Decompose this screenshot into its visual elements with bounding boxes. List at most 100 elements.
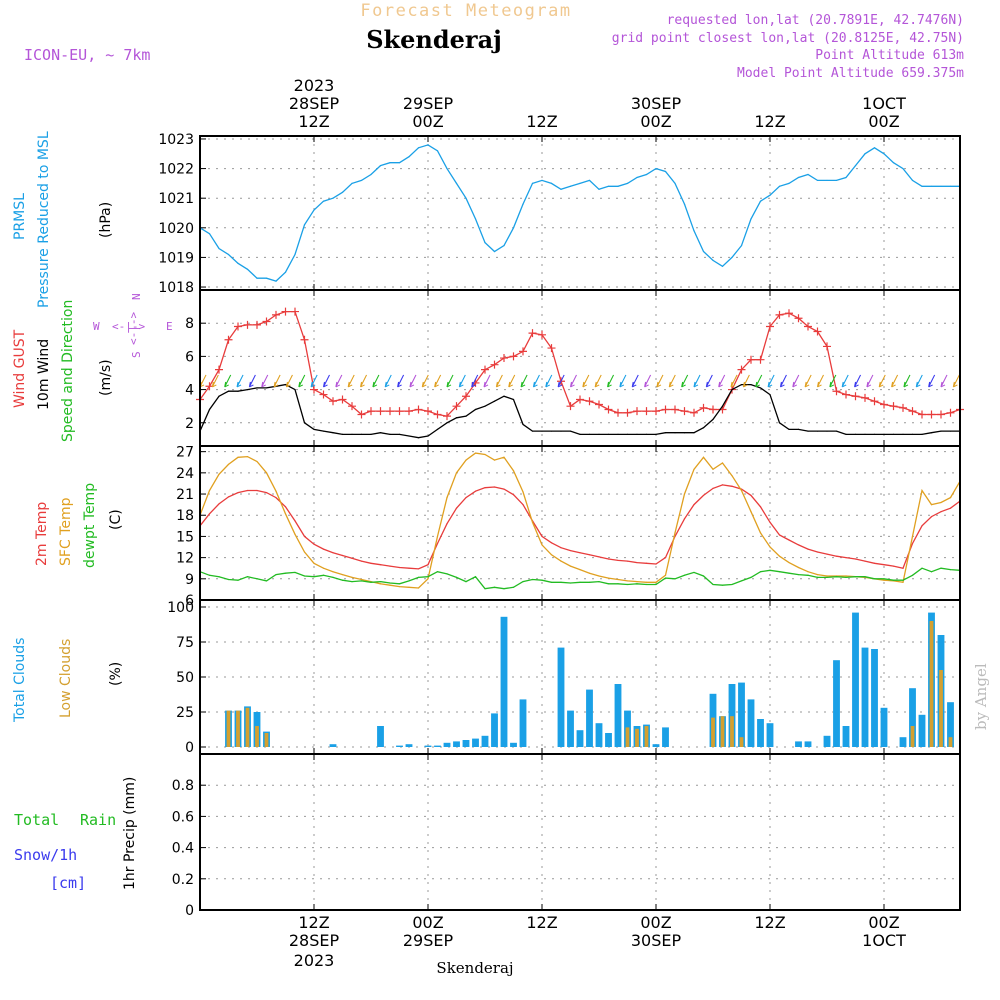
wind-direction-arrow — [224, 374, 232, 388]
sfc-temp-point — [550, 554, 553, 556]
wind-direction-arrow — [693, 374, 701, 388]
sfc-temp-point — [930, 504, 933, 506]
wind-direction-arrow — [557, 374, 565, 388]
dewpt-temp-point — [769, 569, 771, 571]
dewpt-temp-point — [398, 583, 401, 585]
total-clouds-bar — [443, 742, 451, 747]
dewpt-temp-point — [607, 583, 610, 585]
gust-point — [661, 405, 670, 414]
10m-wind-point — [503, 395, 505, 397]
top-axis-label-3: 00Z — [412, 112, 443, 131]
prmsl-point — [265, 277, 268, 279]
dewpt-temp-point — [455, 576, 458, 578]
top-axis-label-2: 30SEP — [631, 94, 682, 113]
info-model-altitude: Model Point Altitude 659.375m — [737, 66, 964, 81]
gust-point — [538, 330, 546, 339]
y-tick-label: 6 — [185, 349, 194, 365]
y-tick-label: 0.4 — [172, 841, 194, 857]
prmsl-point — [617, 185, 619, 187]
y-tick-label: 24 — [176, 466, 194, 482]
gust-point — [490, 360, 499, 369]
10m-wind-point — [370, 433, 372, 435]
sfc-temp-point — [598, 575, 600, 577]
sfc-temp-point — [911, 535, 914, 538]
dewpt-temp-point — [940, 567, 942, 569]
y-tick-label: 0.2 — [172, 872, 194, 888]
wind-direction-arrow — [310, 374, 318, 388]
2m-temp-point — [474, 490, 477, 492]
prmsl-point — [854, 165, 857, 167]
sfc-temp-point — [826, 575, 828, 577]
y-tick-label: 0.8 — [172, 778, 194, 794]
10m-wind-point — [940, 430, 942, 432]
wind-direction-arrow — [248, 374, 256, 388]
prmsl-point — [275, 280, 277, 282]
10m-wind-point — [921, 433, 923, 435]
prmsl-point — [246, 268, 249, 270]
total-clouds-bar — [757, 719, 764, 747]
wind-direction-arrow — [656, 374, 664, 388]
10m-wind-point — [712, 418, 714, 421]
sfc-temp-point — [721, 462, 724, 464]
top-axis-label-2: 28SEP — [289, 94, 340, 113]
y-tick-label: 1018 — [158, 280, 194, 296]
total-clouds-bar — [519, 699, 527, 747]
prmsl-desc-label: Pressure Reduced to MSL — [36, 131, 52, 308]
total-clouds-bar — [396, 745, 403, 747]
dewpt-temp-point — [664, 577, 667, 579]
y-tick-label: 12 — [176, 551, 194, 567]
2m-temp-point — [237, 492, 239, 494]
dewpt-temp-point — [626, 583, 629, 586]
sfc-temp-point — [408, 586, 410, 588]
10m-wind-point — [930, 432, 933, 434]
wind-direction-arrow — [804, 374, 812, 388]
2m-temp-point — [702, 494, 705, 497]
10m-wind-point — [731, 388, 733, 391]
wind-direction-arrow — [347, 374, 355, 388]
10m-wind-point — [389, 433, 391, 435]
wind-direction-arrow — [792, 374, 800, 388]
2m-temp-point — [550, 542, 553, 544]
2m-temp-point — [750, 494, 752, 497]
gust-point — [804, 322, 812, 331]
gust-label: Wind GUST — [12, 329, 28, 408]
wind-direction-arrow — [928, 374, 936, 388]
sfc-temp-point — [778, 555, 781, 557]
10m-wind-point — [816, 430, 819, 432]
gust-point — [566, 402, 575, 411]
prmsl-point — [465, 197, 467, 199]
prmsl-point — [598, 188, 600, 190]
prmsl-point — [360, 179, 363, 182]
sfc-temp-point — [750, 511, 752, 513]
total-clouds-bar — [377, 726, 384, 747]
dewpt-temp-point — [588, 581, 591, 583]
total-clouds-bar — [481, 735, 489, 747]
prmsl-point — [674, 182, 676, 184]
total-clouds-bar — [823, 735, 831, 747]
wind-direction-arrow — [841, 374, 849, 388]
low-clouds-bar — [739, 737, 744, 747]
2m-temp-point — [427, 564, 429, 566]
2m-temp-point — [731, 485, 733, 487]
2m-temp-point — [873, 562, 876, 564]
prmsl-point — [208, 233, 211, 235]
dewpt-temp-point — [284, 572, 287, 574]
gust-point — [357, 410, 366, 419]
sfc-temp-point — [788, 561, 790, 564]
gust-point — [585, 397, 594, 406]
total-clouds-bar — [453, 741, 460, 747]
10m-wind-point — [864, 433, 866, 435]
wind-direction-arrow — [532, 374, 540, 388]
panel-frame — [199, 753, 961, 911]
total-clouds-bar — [424, 745, 432, 747]
dewpt-temp-point — [835, 576, 838, 578]
2m-temp-point — [436, 542, 439, 545]
total-label: Total — [14, 811, 59, 829]
dewpt-temp-point — [313, 576, 315, 578]
sfc-temp-point — [227, 463, 230, 465]
prmsl-point — [883, 153, 885, 155]
dewpt-temp-point — [759, 571, 762, 573]
10m-wind-point — [845, 433, 847, 435]
snow-unit-label: [cm] — [50, 874, 86, 892]
wind-direction-arrow — [607, 374, 615, 388]
